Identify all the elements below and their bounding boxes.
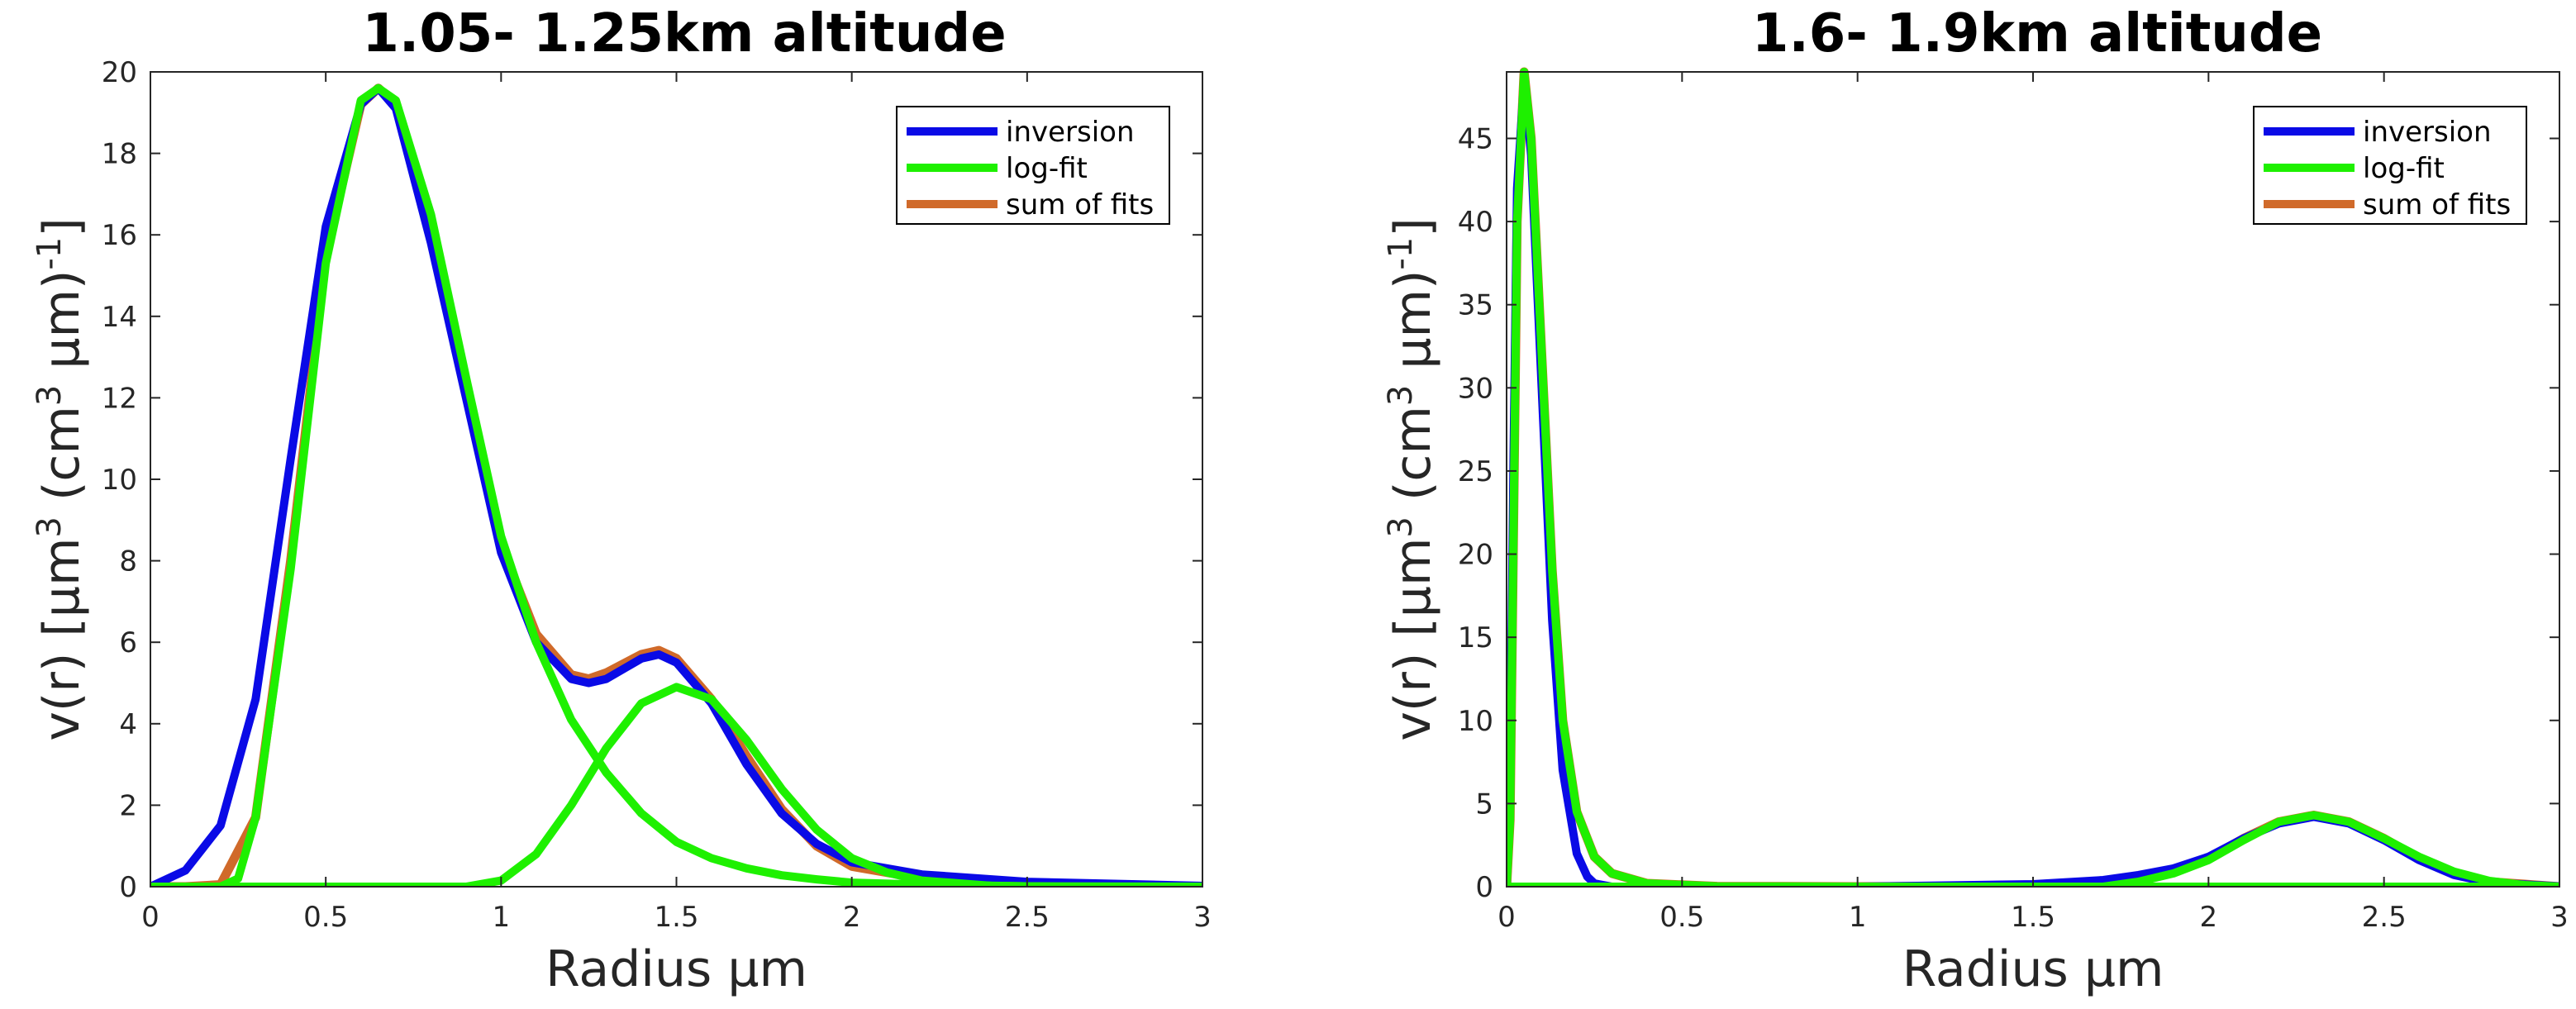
y-axis-label: v(r) [µm3 (cm3 µm)-1] (31, 217, 91, 740)
y-axis-label: v(r) [µm3 (cm3 µm)-1] (1382, 217, 1442, 740)
series-group (150, 83, 1202, 887)
y-tick-label: 12 (102, 382, 137, 415)
legend-entry: sum of fits (2363, 188, 2511, 221)
y-tick-label: 20 (1458, 539, 1493, 572)
x-tick-label: 3 (1193, 901, 1212, 934)
y-tick-label: 6 (119, 626, 137, 659)
y-tick-label: 2 (119, 789, 137, 822)
x-tick-label: 2 (843, 901, 861, 934)
x-tick-label: 1.5 (654, 901, 698, 934)
chart-title: 1.05- 1.25km altitude (362, 3, 1006, 64)
y-tick-label: 45 (1458, 122, 1493, 155)
y-tick-label: 30 (1458, 372, 1493, 405)
y-tick-label: 10 (1458, 705, 1493, 738)
x-tick-label: 0 (1498, 901, 1516, 934)
x-tick-label: 0.5 (303, 901, 348, 934)
y-tick-label: 5 (1475, 788, 1493, 821)
chart-panel-1: 1.05- 1.25km altitude 0 0.5 1 1.5 2 2.5 3 0 2 4 6 8 1… (31, 3, 1212, 998)
series-line-log-fit (1507, 811, 2559, 887)
y-tick-label: 15 (1458, 621, 1493, 654)
y-tick-label: 40 (1458, 206, 1493, 239)
x-tick-label: 2.5 (2362, 901, 2407, 934)
series-line-inversion (150, 83, 1202, 887)
y-tick-label: 25 (1458, 455, 1493, 488)
legend-entry: sum of fits (1006, 188, 1154, 221)
x-tick-label: 2 (2200, 901, 2218, 934)
y-tick-label: 0 (119, 871, 137, 904)
series-line-log-fit (150, 683, 1202, 887)
y-tick-label: 20 (102, 56, 137, 89)
x-tick-label: 2.5 (1005, 901, 1050, 934)
x-tick-label: 0 (141, 901, 160, 934)
legend-entry: log-fit (1006, 152, 1088, 185)
x-tick-label: 1 (1849, 901, 1867, 934)
legend-entry: log-fit (2363, 152, 2445, 185)
y-tick-label: 35 (1458, 289, 1493, 322)
chart-title: 1.6- 1.9km altitude (1752, 3, 2322, 64)
y-tick-label: 0 (1475, 871, 1493, 904)
y-tick-label: 10 (102, 464, 137, 497)
x-axis-label: Radius µm (1902, 940, 2164, 998)
y-tick-label: 18 (102, 138, 137, 171)
y-tick-label: 14 (102, 301, 137, 334)
y-tick-label: 4 (119, 708, 137, 741)
series-line-log-fit (150, 83, 1202, 887)
y-tick-label: 16 (102, 219, 137, 252)
legend-entry: inversion (2363, 116, 2492, 149)
y-tick-label: 8 (119, 545, 137, 578)
x-tick-label: 3 (2550, 901, 2569, 934)
x-axis-label: Radius µm (545, 940, 807, 998)
x-tick-label: 0.5 (1659, 901, 1704, 934)
legend-entry: inversion (1006, 116, 1135, 149)
x-tick-label: 1.5 (2011, 901, 2055, 934)
x-tick-label: 1 (493, 901, 511, 934)
